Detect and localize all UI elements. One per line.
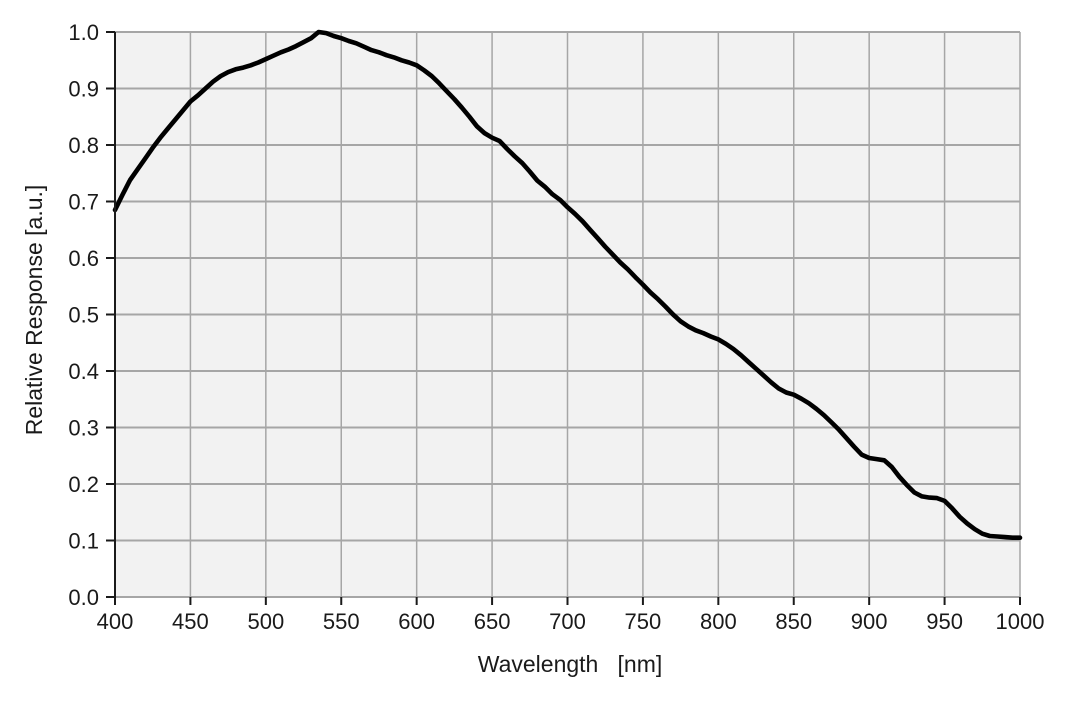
x-tick-label: 750 xyxy=(625,609,662,634)
y-tick-label: 0.2 xyxy=(68,472,99,497)
y-tick-label: 0.9 xyxy=(68,77,99,102)
y-tick-label: 0.6 xyxy=(68,246,99,271)
x-tick-label: 1000 xyxy=(996,609,1045,634)
y-tick-label: 0.5 xyxy=(68,303,99,328)
x-tick-label: 950 xyxy=(926,609,963,634)
y-tick-label: 0.8 xyxy=(68,133,99,158)
x-tick-label: 800 xyxy=(700,609,737,634)
response-curve xyxy=(112,29,1023,541)
y-tick-label: 1.0 xyxy=(68,20,99,45)
x-axis-title: Wavelength [nm] xyxy=(478,651,663,677)
x-tick-label: 700 xyxy=(549,609,586,634)
x-tick-label: 900 xyxy=(851,609,888,634)
y-tick-label: 0.4 xyxy=(68,359,99,384)
curve-layer xyxy=(112,29,1023,541)
tick-label-layer: 400 450 500 550 600 650 700 750 800 850 900 950 1000… xyxy=(68,20,1044,634)
y-tick-label: 0.1 xyxy=(68,529,99,554)
y-axis-title: Relative Response [a.u.] xyxy=(21,185,47,436)
y-tick-label: 0.3 xyxy=(68,416,99,441)
x-tick-label: 600 xyxy=(398,609,435,634)
x-tick-label: 850 xyxy=(775,609,812,634)
x-tick-label: 500 xyxy=(247,609,284,634)
x-tick-label: 550 xyxy=(323,609,360,634)
x-tick-label: 400 xyxy=(97,609,134,634)
x-tick-label: 650 xyxy=(474,609,511,634)
x-tick-label: 450 xyxy=(172,609,209,634)
y-tick-label: 0.7 xyxy=(68,190,99,215)
gridline-layer xyxy=(115,31,1021,598)
axis-layer xyxy=(106,31,1021,605)
y-tick-label: 0.0 xyxy=(68,585,99,610)
